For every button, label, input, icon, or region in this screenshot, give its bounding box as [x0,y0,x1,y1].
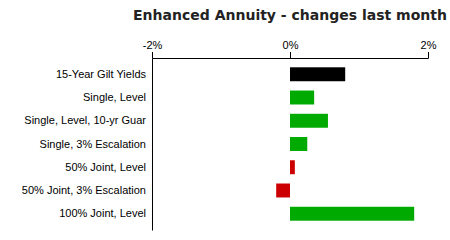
x-axis-line [153,52,429,59]
x-tick: 2% [421,39,437,58]
x-tick-label: 2% [421,39,437,51]
y-tick: 15-Year Gilt Yields [56,68,147,80]
x-tick: -2% [143,39,163,58]
y-tick-label: 50% Joint, 3% Escalation [22,184,146,196]
x-tick-mark [290,52,291,58]
y-tick: Single, Level [83,91,146,103]
bar [290,114,328,128]
x-tick-mark [152,52,153,58]
y-tick: 100% Joint, Level [59,207,146,219]
bar [290,160,295,174]
x-tick-label: -2% [143,39,163,51]
y-tick-label: 100% Joint, Level [59,207,146,219]
y-tick-label: Single, Level [83,91,146,103]
y-tick-label: 15-Year Gilt Yields [56,68,147,80]
plot: -2% 0% 2% 15-Year Gilt Yields Single, Level S… [22,39,437,231]
y-tick-label: Single, Level, 10-yr Guar [24,114,146,126]
x-tick-mark [428,52,429,58]
bar [290,91,314,105]
y-tick: Single, Level, 10-yr Guar [24,114,146,126]
y-tick: 50% Joint, Level [65,161,146,173]
bar [290,137,307,151]
bars [276,67,414,220]
y-tick-label: Single, 3% Escalation [40,138,146,150]
chart: -2% 0% 2% 15-Year Gilt Yields Single, Level S… [0,0,450,240]
bar [290,67,345,81]
x-tick-label: 0% [283,39,299,51]
bar [290,207,414,221]
y-tick: 50% Joint, 3% Escalation [22,184,146,196]
title: Enhanced Annuity - changes last month [133,7,447,23]
bar [276,184,290,198]
y-axis-line [152,59,153,231]
y-tick: Single, 3% Escalation [40,138,146,150]
x-axis: -2% 0% 2% [143,39,437,59]
y-axis: 15-Year Gilt Yields Single, Level Single, … [22,59,153,231]
y-tick-label: 50% Joint, Level [65,161,146,173]
x-tick: 0% [283,39,299,58]
